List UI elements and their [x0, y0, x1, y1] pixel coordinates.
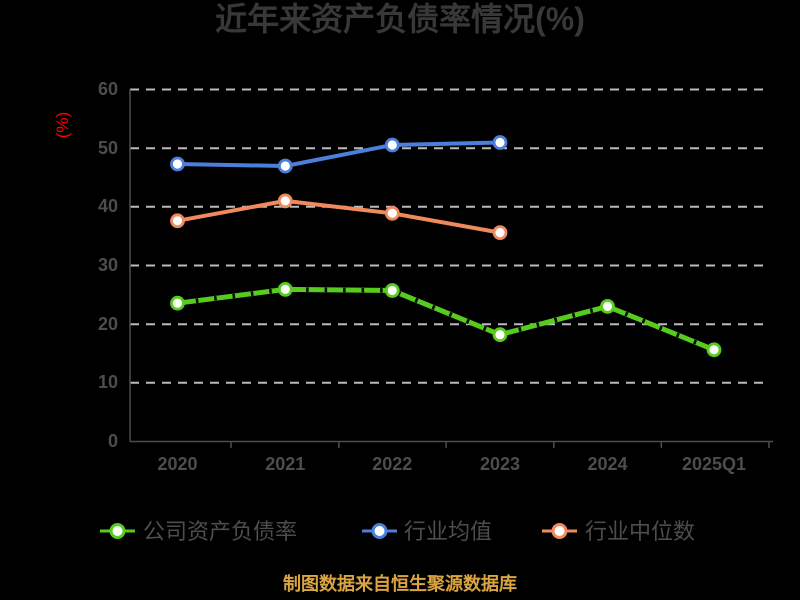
svg-text:行业均值: 行业均值 — [404, 519, 492, 544]
svg-text:行业中位数: 行业中位数 — [585, 519, 695, 544]
svg-text:2021: 2021 — [265, 454, 305, 474]
svg-text:近年来资产负债率情况(%): 近年来资产负债率情况(%) — [215, 1, 585, 37]
svg-text:40: 40 — [98, 196, 118, 216]
svg-text:0: 0 — [108, 431, 118, 451]
svg-text:60: 60 — [98, 79, 118, 99]
svg-text:公司资产负债率: 公司资产负债率 — [143, 519, 297, 544]
svg-text:2024: 2024 — [587, 454, 627, 474]
svg-text:10: 10 — [98, 372, 118, 392]
svg-text:2025Q1: 2025Q1 — [682, 454, 746, 474]
svg-text:(%): (%) — [53, 112, 72, 138]
svg-text:30: 30 — [98, 255, 118, 275]
svg-text:50: 50 — [98, 138, 118, 158]
svg-text:制图数据来自恒生聚源数据库: 制图数据来自恒生聚源数据库 — [283, 573, 517, 594]
svg-text:2020: 2020 — [157, 454, 197, 474]
svg-text:20: 20 — [98, 314, 118, 334]
svg-text:2023: 2023 — [480, 454, 520, 474]
svg-text:2022: 2022 — [372, 454, 412, 474]
